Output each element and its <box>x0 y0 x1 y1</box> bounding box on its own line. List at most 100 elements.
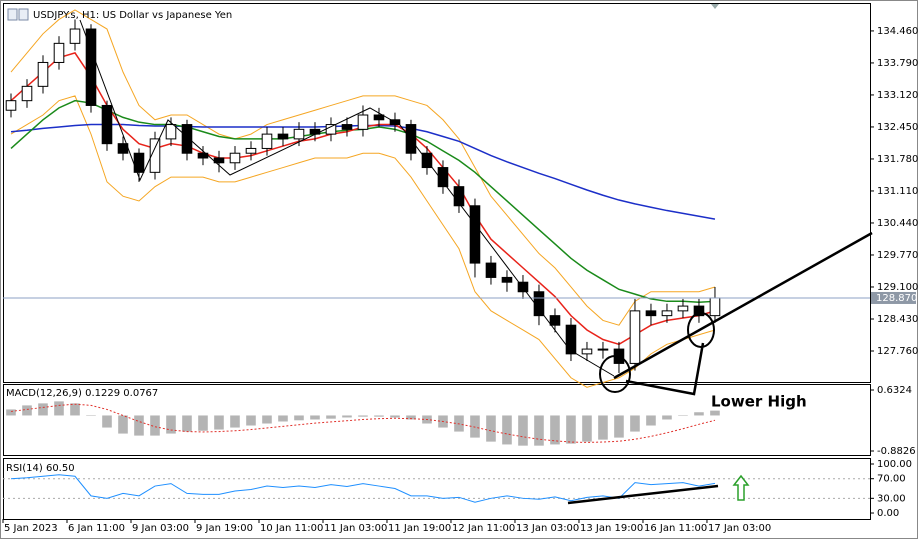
macd-pane <box>3 384 871 456</box>
candle-body <box>69 28 81 44</box>
macd-bar <box>630 415 640 432</box>
y-tick-label: 133.120 <box>877 90 918 101</box>
rsi-line <box>10 474 716 503</box>
candle-body <box>85 28 97 106</box>
macd-bar <box>6 409 16 416</box>
candle-body <box>341 124 353 130</box>
macd-title: MACD(12,26,9) 0.1229 0.0767 <box>6 388 158 399</box>
candle-body <box>533 291 545 317</box>
macd-bar <box>614 415 624 438</box>
y-tick-label: 100.00 <box>877 459 912 470</box>
macd-bar <box>550 415 560 445</box>
x-tick-label: 11 Jan 19:00 <box>388 523 451 534</box>
candle-body <box>37 61 49 87</box>
macd-bar <box>214 415 224 430</box>
y-tick-label: 0.00 <box>877 508 899 519</box>
macd-bar <box>326 415 336 419</box>
macd-bar <box>502 415 512 445</box>
macd-bar <box>182 415 192 432</box>
y-tick-label: 129.770 <box>877 250 918 261</box>
macd-bar <box>390 415 400 418</box>
annotation: Lower High <box>711 393 807 411</box>
macd-bar <box>406 415 416 420</box>
y-tick-label: 128.430 <box>877 314 918 325</box>
candle-body <box>581 348 593 355</box>
macd-bar <box>38 403 48 416</box>
x-tick-label: 13 Jan 19:00 <box>580 523 643 534</box>
up-arrow <box>732 474 750 501</box>
candle-body <box>597 348 609 351</box>
chart-title: USDJPY.s, H1: US Dollar vs Japanese Yen <box>33 10 232 21</box>
candle-body <box>181 124 193 154</box>
candle-body <box>485 262 497 278</box>
annotations <box>79 19 873 505</box>
macd-bar <box>694 412 704 416</box>
macd-bar <box>150 415 160 436</box>
macd-bar <box>262 415 272 424</box>
macd-bar <box>710 410 720 416</box>
candle-body <box>229 152 241 164</box>
x-tick-label: 11 Jan 03:00 <box>324 523 387 534</box>
x-tick-label: 12 Jan 11:00 <box>452 523 515 534</box>
candle-body <box>565 324 577 355</box>
x-tick-label: 17 Jan 03:00 <box>708 523 771 534</box>
circle <box>599 355 631 393</box>
y-tick-label: 129.100 <box>877 282 918 293</box>
candle-body <box>549 315 561 326</box>
candle-body <box>245 147 257 154</box>
macd-bar <box>86 415 96 416</box>
candle-body <box>261 133 273 149</box>
trendline <box>613 231 873 380</box>
candle-body <box>645 310 657 317</box>
macd-bar <box>310 415 320 420</box>
macd-bar <box>294 415 304 421</box>
macd-bar <box>582 415 592 442</box>
macd-bar <box>134 415 144 436</box>
indicator-line <box>10 95 716 388</box>
macd-bar <box>54 401 64 416</box>
last-price-label: 128.870 <box>876 293 917 304</box>
macd-bar <box>374 415 384 417</box>
last-price-box <box>871 291 916 304</box>
candle-body <box>149 138 161 173</box>
macd-bar <box>486 415 496 442</box>
candle-body <box>501 276 513 283</box>
x-tick-label: 9 Jan 03:00 <box>132 523 189 534</box>
candle-body <box>709 297 721 317</box>
macd-bar <box>70 403 80 416</box>
macd-bar <box>118 415 128 434</box>
candle-body <box>277 133 289 140</box>
y-tick-label: 130.440 <box>877 218 918 229</box>
y-tick-label: 70.00 <box>877 474 906 485</box>
candle-body <box>629 310 641 364</box>
y-tick-label: 131.780 <box>877 154 918 165</box>
candle-body <box>309 128 321 135</box>
signal-line <box>10 403 716 443</box>
candle-body <box>373 114 385 121</box>
x-tick-label: 16 Jan 11:00 <box>644 523 707 534</box>
y-tick-label: 127.760 <box>877 346 918 357</box>
candle-body <box>357 114 369 130</box>
x-tick-label: 10 Jan 11:00 <box>260 523 323 534</box>
candle-body <box>693 305 705 317</box>
macd-bar <box>358 415 368 417</box>
candle-body <box>21 85 33 102</box>
candle-body <box>469 205 481 264</box>
candle-body <box>101 104 113 145</box>
macd-bar <box>102 415 112 428</box>
y-tick-label: 0.6324 <box>877 385 912 396</box>
macd-bar <box>534 415 544 446</box>
macd-bar <box>166 415 176 434</box>
y-tick-label: 30.00 <box>877 493 906 504</box>
y-tick-label: -0.8826 <box>877 446 916 457</box>
macd-bar <box>246 415 256 426</box>
macd-bar <box>566 415 576 444</box>
y-tick-label: 132.450 <box>877 122 918 133</box>
rsi-pane <box>3 458 871 520</box>
x-tick-label: 5 Jan 2023 <box>4 523 58 534</box>
shift-marker <box>711 4 719 9</box>
zigzag <box>79 19 615 377</box>
marks: 134.460 133.790 133.120 132.450 131.780 131.1… <box>2 9 918 534</box>
